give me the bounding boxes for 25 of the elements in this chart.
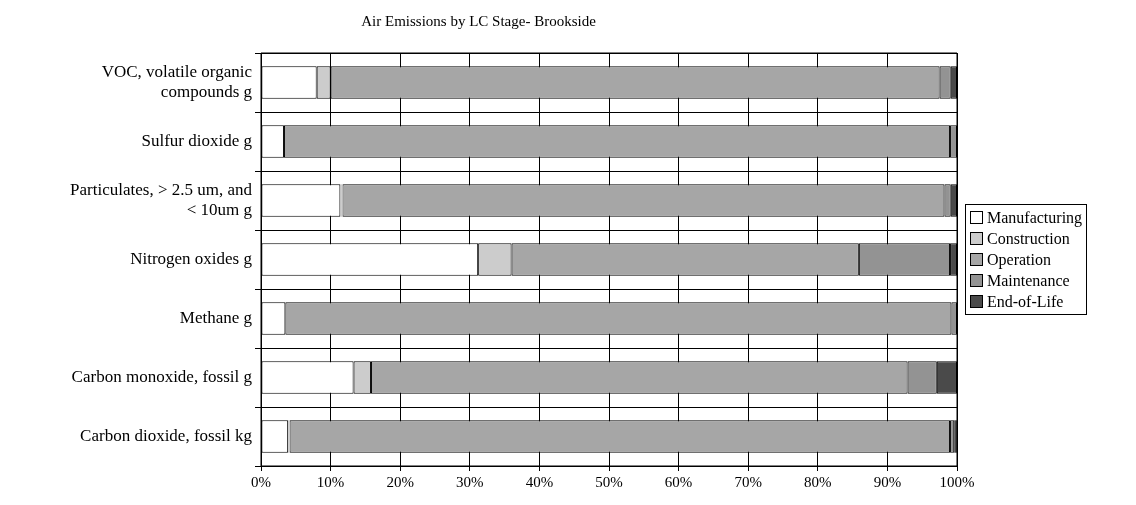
text: Manufacturing: [987, 209, 1083, 226]
x-tick-label: 60%: [664, 473, 693, 490]
y-tick-label: Nitrogen oxides g: [130, 248, 253, 268]
x-tick-label: 20%: [386, 473, 414, 490]
y-tick-label: Particulates, > 2.5 um, and < 10um g: [70, 179, 253, 220]
x-tick-label: 10%: [316, 473, 345, 490]
x-tick-label: 70%: [734, 473, 762, 490]
y-tick-label: Carbon monoxide, fossil g: [71, 366, 253, 386]
legend-label: End-of-Life: [987, 293, 1064, 310]
legend-label: Maintenance: [987, 272, 1070, 289]
x-tick-label: 50%: [595, 473, 623, 490]
bar: [340, 184, 343, 217]
x-tick-label: 30%: [456, 473, 484, 490]
y-tick-label: VOC, volatile organic compounds g: [101, 61, 253, 102]
chart-title: Air Emissions by LC Stage- Brookside: [361, 12, 597, 29]
legend-label: Operation: [987, 251, 1051, 268]
x-tick-label: 80%: [804, 473, 832, 490]
x-tick-label: 90%: [873, 473, 902, 490]
legend-label: Construction: [987, 230, 1070, 247]
x-tick-label: 40%: [525, 473, 554, 490]
y-tick-label: Sulfur dioxide g: [141, 130, 253, 150]
x-tick-label: 100%: [939, 473, 975, 490]
y-tick-label: Methane g: [179, 307, 253, 327]
y-tick-label: Carbon dioxide, fossil kg: [80, 425, 253, 445]
x-tick-label: 0%: [251, 473, 271, 490]
